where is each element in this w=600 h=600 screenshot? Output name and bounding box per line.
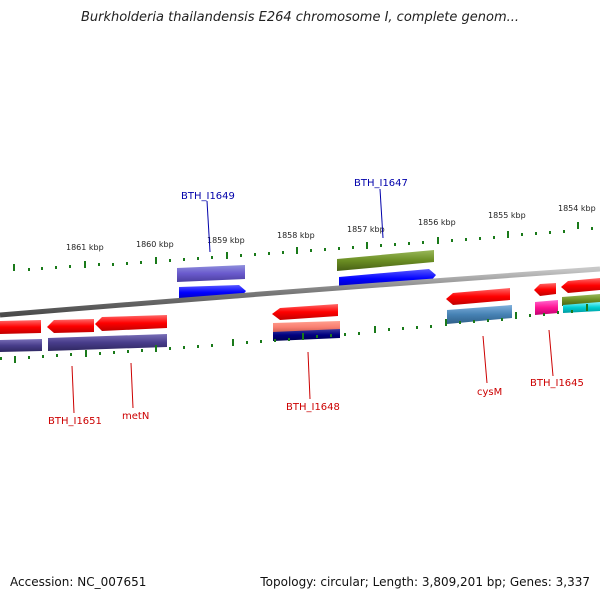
accession-text: Accession: NC_007651 [10,575,147,589]
reverse-genes [0,278,600,352]
gene-cysm[interactable] [447,305,512,324]
tick-label: 1860 kbp [136,240,174,249]
tick-labels: 1861 kbp 1860 kbp 1859 kbp 1858 kbp 1857… [66,204,596,252]
map-title: Burkholderia thailandensis E264 chromoso… [80,10,520,25]
gene-olive-upper[interactable] [337,250,434,271]
outer-tick-track [13,222,593,271]
gene-cysm-red[interactable] [446,288,510,305]
gene-red-small[interactable] [534,283,556,296]
gene-bth-i1645-pink[interactable] [535,300,558,315]
tick-label: 1855 kbp [488,211,526,220]
genome-backbone [0,266,600,318]
label-leaders [71,188,554,414]
gene-bth-i1651[interactable] [48,334,167,351]
gene-bth-i1648-red[interactable] [272,304,338,320]
gene-label-bth-i1649[interactable]: BTH_I1649 [181,191,235,202]
gene-metn-red[interactable] [95,315,167,331]
gene-bth-i1651-red[interactable] [47,319,94,333]
topology-summary: Topology: circular; Length: 3,809,201 bp… [260,575,590,589]
gene-label-bth-i1647[interactable]: BTH_I1647 [354,178,408,189]
gene-label-bth-i1651[interactable]: BTH_I1651 [48,416,102,427]
tick-label: 1856 kbp [418,218,456,227]
tick-label: 1858 kbp [277,231,315,240]
gene-label-cysm[interactable]: cysM [477,387,502,398]
gene-label-bth-i1648[interactable]: BTH_I1648 [286,402,340,413]
gene-left-red[interactable] [0,320,41,334]
gene-bth-i1649-upper[interactable] [177,265,245,282]
gene-label-metn[interactable]: metN [122,411,149,422]
tick-label: 1859 kbp [207,236,245,245]
gene-left-purple[interactable] [0,339,42,352]
tick-label: 1857 kbp [347,225,385,234]
tick-label: 1854 kbp [558,204,596,213]
gene-label-bth-i1645[interactable]: BTH_I1645 [530,378,584,389]
gene-right-red[interactable] [561,278,600,293]
tick-label: 1861 kbp [66,243,104,252]
inner-tick-track [0,304,588,363]
